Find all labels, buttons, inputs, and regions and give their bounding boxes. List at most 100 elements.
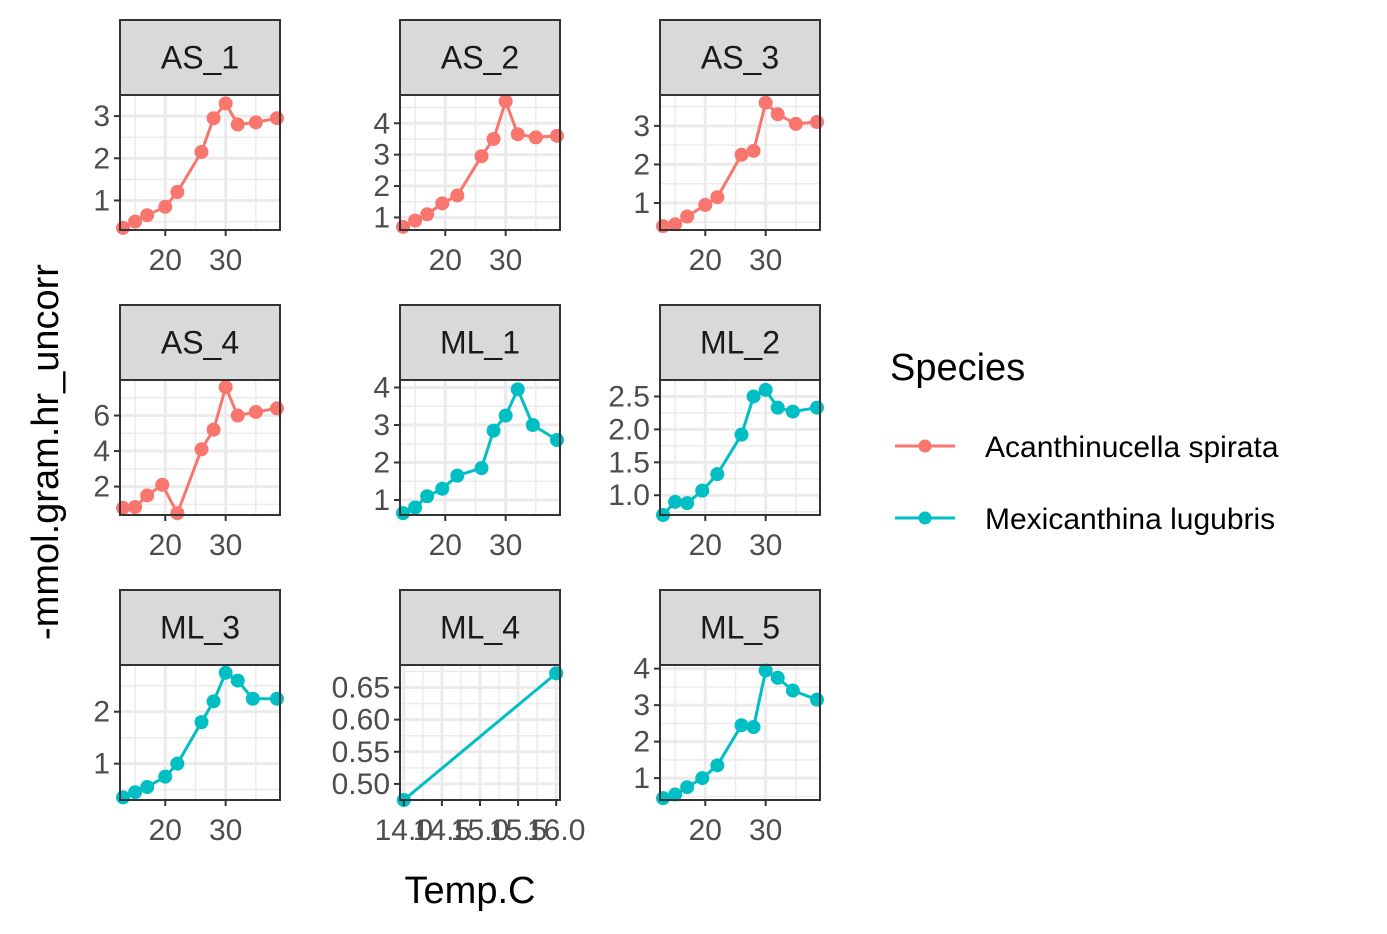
x-tick-label: 20 [149,244,182,277]
data-point [206,422,221,437]
x-tick-label: 14.5 [413,814,471,847]
y-tick-label: 2 [373,447,390,480]
data-point [770,400,785,415]
x-tick-label: 20 [429,529,462,562]
facet-strip [119,304,281,381]
data-point [785,683,800,698]
data-point [698,197,713,212]
facet-panel-ml-5: ML_5 12 34 20 30 [633,589,824,847]
legend-label: Acanthinucella spirata [985,431,1279,464]
data-point [528,130,543,145]
y-axis-title: -mmol.gram.hr_uncorr [25,264,67,640]
x-tick-label: 30 [489,244,522,277]
data-point [746,143,761,158]
y-tick-label: 2 [93,696,110,729]
y-tick-label: 4 [373,107,390,140]
y-tick-label: 2 [633,726,650,759]
facet-strip [119,19,281,96]
data-point [510,127,525,142]
data-point [170,756,185,771]
data-point [770,107,785,122]
data-point [155,477,170,492]
y-tick-label: 4 [373,372,390,405]
y-tick-label: 0.60 [332,704,390,737]
data-point [450,468,465,483]
data-point [758,95,773,110]
data-point [420,207,435,222]
y-tick-label: 3 [633,110,650,143]
data-point [549,666,564,681]
data-point [435,196,450,211]
facet-strip [659,589,821,666]
data-point [230,673,245,688]
data-point [218,665,233,680]
legend-title: Species [890,347,1025,389]
data-point [248,404,263,419]
data-point [510,382,525,397]
data-point [474,461,489,476]
data-point [710,758,725,773]
data-point [140,208,155,223]
data-point [695,483,710,498]
data-point [656,219,671,234]
data-point [498,94,513,109]
x-tick-label: 30 [489,529,522,562]
data-point [194,442,209,457]
data-point [396,219,411,234]
data-point [710,190,725,205]
panel-background [660,380,820,515]
data-point [218,96,233,111]
facet-strip [659,19,821,96]
data-point [525,418,540,432]
x-tick-label: 20 [149,529,182,562]
legend: Species Acanthinucella spirata Mexicanth… [890,347,1279,536]
data-point [668,494,683,509]
data-point [809,400,824,415]
y-tick-label: 1.5 [608,446,650,479]
facet-panel-ml-1: ML_1 1 2 3 4 20 30 [373,304,564,562]
facet-strip-label: ML_4 [440,610,520,646]
y-tick-label: 1 [633,187,650,220]
x-tick-label: 20 [689,529,722,562]
y-tick-label: 6 [93,400,110,433]
x-tick-label: 15.5 [489,814,547,847]
facet-strip [119,589,281,666]
data-point [734,147,749,162]
y-tick-label: 0.55 [332,736,390,769]
data-point [408,500,423,515]
series-line [402,672,558,802]
y-tick-label: 1 [373,201,390,234]
legend-entry-mexicanthina: Mexicanthina lugubris [895,503,1275,536]
panel-border [399,94,561,231]
facet-strip-label: AS_2 [441,40,519,76]
y-tick-label: 2 [633,148,650,181]
data-point [486,423,501,438]
y-tick-label: 0.65 [332,672,390,705]
data-point [269,111,284,126]
x-tick-label: 15.0 [451,814,509,847]
y-tick-label: 2 [373,170,390,203]
x-axis-title: Temp.C [405,870,536,912]
facet-strip-label: ML_3 [160,610,240,646]
data-point [549,128,564,143]
x-tick-label: 14.0 [375,814,433,847]
facet-strip-label: AS_1 [161,40,239,76]
data-point [656,791,671,806]
data-point [770,670,785,685]
y-tick-label: 1 [373,484,390,517]
data-point [116,220,131,235]
data-point [788,116,803,131]
data-point [668,217,683,232]
facet-strip-label: ML_1 [440,325,520,361]
data-point [734,718,749,733]
x-tick-label: 20 [689,244,722,277]
legend-label: Mexicanthina lugubris [985,503,1275,536]
data-point [785,404,800,419]
data-point [498,408,513,423]
data-point [128,500,143,515]
panel-border [659,379,821,516]
data-point [809,115,824,129]
x-tick-label: 30 [209,814,242,847]
